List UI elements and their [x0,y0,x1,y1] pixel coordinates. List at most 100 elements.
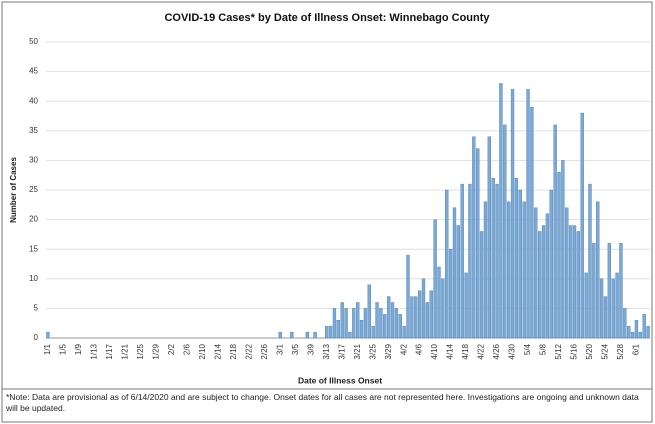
bar [340,302,344,339]
x-tick-label: 2/18 [229,343,238,359]
x-tick-label: 4/14 [446,343,455,359]
bar [472,136,476,339]
bar [592,243,596,339]
bar [611,278,615,339]
x-tick-label: 2/2 [167,343,176,355]
bar [623,308,627,339]
bar [630,331,635,339]
bar [46,331,50,339]
bar [514,177,519,339]
bar [336,320,340,339]
bar [627,325,631,339]
y-tick-label: 25 [29,185,38,194]
bar [568,225,573,339]
bar [410,296,414,339]
x-tick-label: 6/1 [632,343,641,355]
bar [445,189,449,339]
y-tick-label: 35 [29,126,38,135]
x-tick-label: 2/10 [198,343,207,359]
bar [437,266,441,339]
bar [487,136,491,339]
x-axis-label: Date of Illness Onset [298,375,382,385]
bar [499,83,503,339]
y-axis-label: Number of Cases [9,157,18,223]
x-tick-label: 4/6 [415,343,424,355]
bar [534,207,538,339]
x-tick-label: 1/29 [151,343,160,359]
bar [576,231,581,339]
bar [441,278,445,339]
x-tick-label: 4/30 [508,343,517,359]
footnote: *Note: Data are provisional as of 6/14/2… [6,392,639,413]
y-tick-label: 40 [29,96,38,105]
bar [634,320,639,339]
y-tick-label: 10 [29,274,38,283]
bar [367,284,371,339]
bar [425,302,430,339]
x-tick-label: 4/18 [461,343,470,359]
x-tick-label: 1/17 [105,343,114,359]
bar [278,331,282,339]
x-tick-label: 3/1 [275,343,284,355]
bar [325,325,329,339]
x-tick-label: 5/4 [523,343,532,355]
bar [468,183,472,339]
x-tick-label: 1/13 [90,343,99,359]
x-tick-label: 5/8 [539,343,548,355]
y-tick-label: 20 [29,215,38,224]
x-tick-label: 4/10 [430,343,439,359]
x-tick-label: 5/28 [616,343,625,359]
bar [433,219,437,339]
x-tick-label: 1/1 [43,343,52,355]
bar [448,248,453,339]
chart-title: COVID-19 Cases* by Date of Illness Onset… [164,12,490,24]
bar [596,201,600,339]
x-tick-label: 5/16 [570,343,579,359]
bar [429,290,433,339]
y-tick-label: 5 [34,304,39,313]
bar [603,296,608,339]
bar [510,89,515,339]
x-tick-label: 4/22 [477,343,486,359]
bar [456,225,461,339]
x-tick-label: 4/26 [492,343,501,359]
bar [344,308,348,339]
bar [646,325,650,339]
x-tick-label: 3/5 [291,343,300,355]
x-tick-label: 2/6 [182,343,191,355]
bar [348,331,352,339]
bar [503,124,507,339]
bar [607,243,612,339]
bar [518,189,522,339]
bar [565,207,569,339]
bar [615,272,619,339]
bar [642,314,646,339]
bar [379,308,383,339]
bar [460,183,464,339]
x-tick-label: 3/13 [322,343,331,359]
bar [588,183,592,339]
bar [417,290,422,339]
bar [549,189,553,339]
x-tick-label: 3/25 [368,343,377,359]
bar [537,231,542,339]
bar [363,308,368,339]
x-tick-label: 1/21 [120,343,129,359]
bar [522,201,526,339]
bar [553,124,557,339]
bar [530,106,534,339]
x-tick-label: 3/17 [337,343,346,359]
x-tick-label: 3/29 [384,343,393,359]
x-tick-label: 1/5 [59,343,68,355]
y-tick-label: 50 [29,37,38,46]
bar [584,272,588,339]
bar [476,148,480,339]
y-tick-label: 0 [34,333,39,342]
bar [479,231,484,339]
bar [359,320,364,339]
bar [495,183,499,339]
bar [526,89,530,339]
bar [402,325,406,339]
